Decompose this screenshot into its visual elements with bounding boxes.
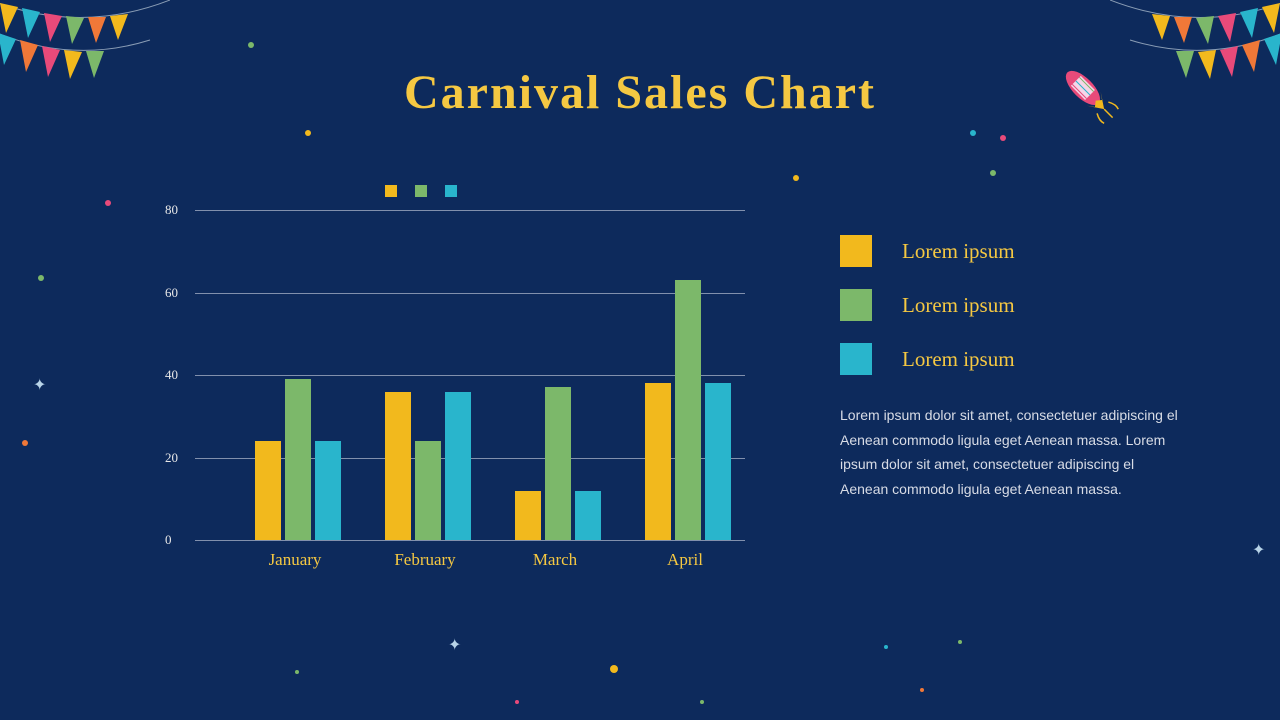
decorative-dot bbox=[38, 275, 44, 281]
decorative-dot bbox=[793, 175, 799, 181]
decorative-dot bbox=[884, 645, 888, 649]
decorative-dot bbox=[248, 42, 254, 48]
sparkle-icon: ✦ bbox=[448, 635, 461, 655]
bar bbox=[285, 379, 311, 540]
description-text: Lorem ipsum dolor sit amet, consectetuer… bbox=[840, 403, 1180, 501]
y-axis-label: 80 bbox=[165, 202, 178, 218]
gridline bbox=[195, 210, 745, 211]
decorative-dot bbox=[610, 665, 618, 673]
bar bbox=[575, 491, 601, 541]
bar-group bbox=[385, 392, 471, 541]
x-axis-label: March bbox=[533, 550, 577, 570]
bar-group bbox=[255, 379, 341, 540]
page-title: Carnival Sales Chart bbox=[404, 65, 876, 120]
legend-item: Lorem ipsum bbox=[840, 289, 1180, 321]
bar bbox=[515, 491, 541, 541]
bar bbox=[315, 441, 341, 540]
decorative-dot bbox=[105, 200, 111, 206]
legend-label: Lorem ipsum bbox=[902, 293, 1015, 318]
legend-item: Lorem ipsum bbox=[840, 235, 1180, 267]
bar bbox=[545, 387, 571, 540]
decorative-dot bbox=[22, 440, 28, 446]
y-axis-label: 0 bbox=[165, 532, 172, 548]
bar bbox=[645, 383, 671, 540]
decorative-dot bbox=[1000, 135, 1006, 141]
bunting-right bbox=[1110, 0, 1280, 145]
bar bbox=[445, 392, 471, 541]
decorative-dot bbox=[305, 130, 311, 136]
bar bbox=[385, 392, 411, 541]
legend-item: Lorem ipsum bbox=[840, 343, 1180, 375]
bar-group bbox=[645, 280, 731, 540]
decorative-dot bbox=[295, 670, 299, 674]
bar bbox=[415, 441, 441, 540]
sparkle-icon: ✦ bbox=[1252, 540, 1265, 560]
bar bbox=[705, 383, 731, 540]
legend-panel: Lorem ipsum Lorem ipsum Lorem ipsum Lorem … bbox=[840, 235, 1180, 501]
gridline bbox=[195, 540, 745, 541]
y-axis-label: 60 bbox=[165, 285, 178, 301]
legend-swatch bbox=[840, 235, 872, 267]
sparkle-icon: ✦ bbox=[33, 375, 46, 395]
x-axis-label: February bbox=[394, 550, 455, 570]
decorative-dot bbox=[920, 688, 924, 692]
x-axis-label: April bbox=[667, 550, 703, 570]
legend-swatch bbox=[840, 289, 872, 321]
decorative-dot bbox=[958, 640, 962, 644]
y-axis-label: 40 bbox=[165, 367, 178, 383]
bunting-left bbox=[0, 0, 170, 145]
x-axis-label: January bbox=[269, 550, 322, 570]
decorative-dot bbox=[515, 700, 519, 704]
sales-chart: 020406080JanuaryFebruaryMarchApril bbox=[155, 210, 745, 580]
legend-swatch bbox=[840, 343, 872, 375]
decorative-dot bbox=[990, 170, 996, 176]
y-axis-label: 20 bbox=[165, 450, 178, 466]
legend-label: Lorem ipsum bbox=[902, 239, 1015, 264]
decorative-dot bbox=[700, 700, 704, 704]
bar bbox=[255, 441, 281, 540]
bar-group bbox=[515, 387, 601, 540]
chart-mini-legend bbox=[385, 185, 457, 197]
decorative-dot bbox=[970, 130, 976, 136]
bar bbox=[675, 280, 701, 540]
legend-label: Lorem ipsum bbox=[902, 347, 1015, 372]
